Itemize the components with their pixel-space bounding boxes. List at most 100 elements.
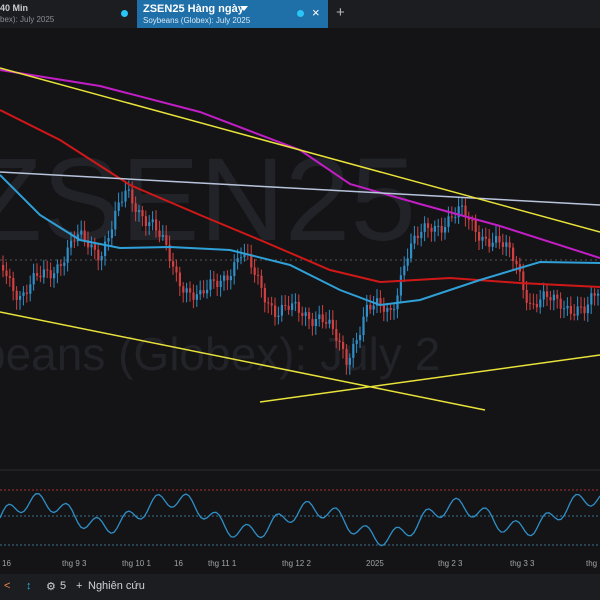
candle-body xyxy=(580,306,583,308)
candle-body xyxy=(450,216,453,218)
candle-body xyxy=(437,225,440,227)
candle-body xyxy=(372,305,375,310)
candle-body xyxy=(182,286,185,293)
x-tick-label: thg 11 1 xyxy=(208,559,237,568)
candle-body xyxy=(491,242,494,247)
candle-body xyxy=(386,308,389,312)
candle-body xyxy=(539,299,542,308)
candle-body xyxy=(260,275,263,288)
candle-body xyxy=(586,304,589,314)
candle-body xyxy=(36,273,39,276)
candle-body xyxy=(365,304,368,317)
candle-body xyxy=(403,265,406,276)
x-tick-label: thg 2 3 xyxy=(438,559,463,568)
research-icon[interactable]: + xyxy=(76,580,83,592)
tool-compare[interactable]: ↕ xyxy=(26,580,32,592)
candle-body xyxy=(359,335,362,341)
candle-body xyxy=(168,244,171,262)
candle-body xyxy=(393,309,396,311)
trendline-rising xyxy=(259,354,600,403)
chart-tab[interactable]: ZSEN25 Hàng ngày Soybeans (Globex): July… xyxy=(137,0,328,28)
studies-icon[interactable]: ⚙ xyxy=(46,581,56,593)
candle-body xyxy=(430,227,433,232)
candle-body xyxy=(597,293,600,296)
candle-body xyxy=(474,219,477,232)
watermark-symbol: ZSEN25 xyxy=(0,134,416,266)
candle-body xyxy=(529,302,532,304)
oscillator xyxy=(0,493,600,547)
candle-body xyxy=(5,270,8,277)
candle-body xyxy=(127,189,130,191)
trendline-lower xyxy=(0,311,486,411)
candle-body xyxy=(8,276,11,278)
add-tab[interactable]: + xyxy=(336,4,345,21)
candle-body xyxy=(444,226,447,233)
candle-body xyxy=(148,222,151,226)
candle-body xyxy=(495,235,498,243)
candle-body xyxy=(563,308,566,310)
candle-body xyxy=(53,273,56,279)
candle-body xyxy=(291,303,294,310)
candle-body xyxy=(297,302,300,313)
candle-body xyxy=(532,303,535,305)
candle-body xyxy=(447,216,450,227)
candle-body xyxy=(274,305,277,317)
tab-close[interactable]: × xyxy=(312,5,320,20)
candle-body xyxy=(454,217,457,219)
candle-body xyxy=(257,274,260,276)
candle-body xyxy=(457,206,460,218)
candle-body xyxy=(433,226,436,232)
candle-body xyxy=(25,292,28,294)
candle-body xyxy=(573,313,576,316)
candle-body xyxy=(175,266,178,273)
trendline-white xyxy=(0,171,600,206)
candle-body xyxy=(338,340,341,343)
candle-body xyxy=(508,242,511,248)
candle-body xyxy=(484,236,487,239)
x-tick-label: thg 9 3 xyxy=(62,559,87,568)
candle-body xyxy=(2,265,5,271)
chart-area[interactable]: ZSEN25 beans (Globex): July 2 xyxy=(0,0,600,574)
candle-body xyxy=(114,210,117,230)
candle-body xyxy=(70,240,73,248)
candle-body xyxy=(512,247,515,261)
ma-blue xyxy=(0,174,600,307)
candle-body xyxy=(15,290,18,300)
dropdown-icon[interactable] xyxy=(239,5,249,13)
candle-body xyxy=(267,302,270,304)
candle-body xyxy=(250,254,253,268)
candle-body xyxy=(304,312,307,316)
candle-body xyxy=(212,279,215,281)
candle-body xyxy=(566,305,569,309)
candle-body xyxy=(138,210,141,213)
candle-body xyxy=(379,298,382,305)
candle-body xyxy=(93,244,96,250)
candle-body xyxy=(321,314,324,323)
candle-body xyxy=(219,280,222,287)
candle-body xyxy=(467,217,470,220)
candle-body xyxy=(226,275,229,281)
candle-body xyxy=(481,236,484,241)
candle-body xyxy=(46,269,49,271)
candle-body xyxy=(535,303,538,308)
candle-body xyxy=(233,262,236,277)
candle-body xyxy=(209,279,212,290)
candle-body xyxy=(376,298,379,306)
tab-title: ZSEN25 Hàng ngày xyxy=(143,3,244,15)
candle-body xyxy=(59,264,62,266)
research-button[interactable]: Nghiên cứu xyxy=(88,580,145,592)
candle-body xyxy=(308,312,311,320)
candle-body xyxy=(478,231,481,241)
candle-body xyxy=(355,340,358,344)
candle-body xyxy=(328,319,331,324)
candle-body xyxy=(389,308,392,310)
candle-body xyxy=(185,288,188,293)
tab-dot xyxy=(297,10,304,17)
candle-body xyxy=(29,284,32,294)
candle-body xyxy=(144,216,147,226)
candle-body xyxy=(216,280,219,287)
tool-left[interactable]: < xyxy=(4,580,11,592)
studies-count[interactable]: 5 xyxy=(60,580,67,592)
interval: 40 Min xyxy=(0,3,29,13)
